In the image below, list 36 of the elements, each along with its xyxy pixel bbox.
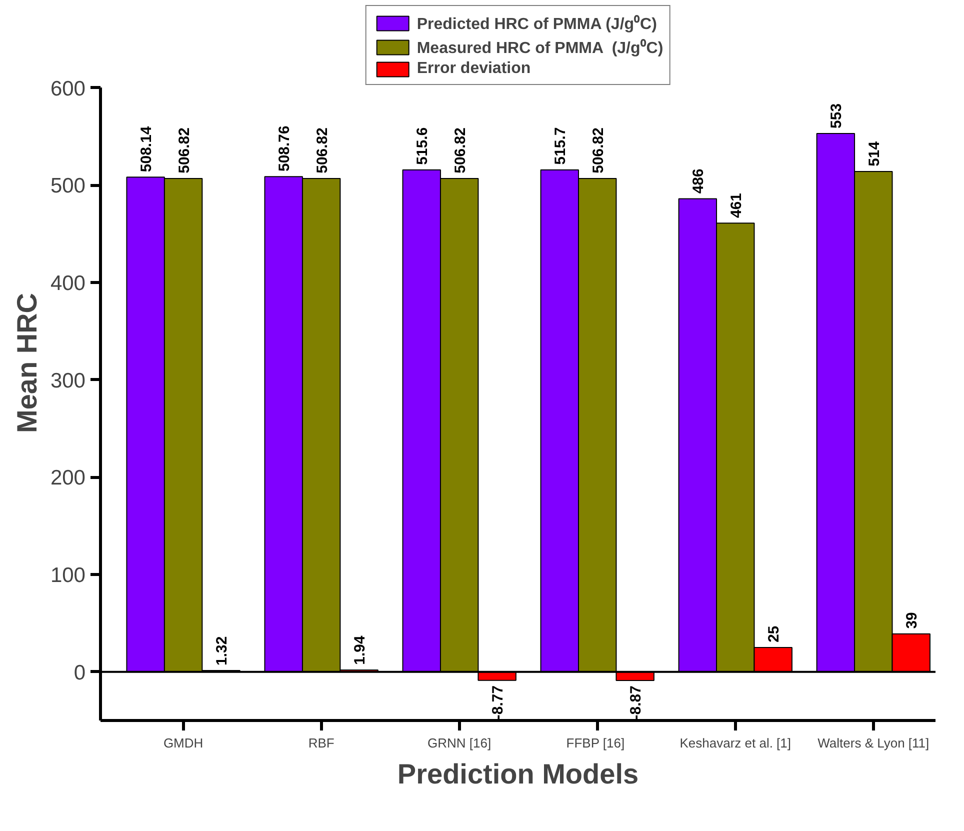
y-tick-label: 100	[50, 564, 86, 587]
data-label: 506.82	[176, 128, 193, 174]
data-label: -8.87	[628, 686, 645, 720]
y-tick-label: 0	[74, 661, 86, 684]
y-tick-label: 200	[50, 466, 86, 490]
x-tick-label: GRNN [16]	[428, 736, 492, 750]
y-axis-title: Mean HRC	[11, 292, 42, 434]
data-label: 553	[828, 103, 846, 128]
y-tick-label: 300	[50, 369, 86, 392]
data-label: 506.82	[314, 128, 331, 174]
x-tick-label: Walters & Lyon [11]	[818, 736, 930, 750]
legend-label: Predicted HRC of PMMA (J/g⁰C)	[416, 14, 657, 34]
x-tick-label: GMDH	[163, 736, 204, 750]
data-label: 508.76	[276, 126, 294, 172]
x-axis-title: Prediction Models	[397, 758, 639, 790]
legend-label: Measured HRC of PMMA (J/g⁰C)	[416, 38, 664, 58]
data-label: 514	[866, 140, 883, 166]
x-tick-label: Keshavarz et al. [1]	[680, 736, 792, 750]
data-label: 506.82	[452, 128, 469, 174]
x-tick-label: FFBP [16]	[566, 736, 625, 750]
y-tick-label: 500	[50, 174, 86, 198]
data-label: 461	[728, 192, 745, 218]
data-label: 515.7	[552, 127, 570, 165]
data-label: -8.77	[490, 685, 507, 720]
data-label: 486	[690, 168, 708, 194]
data-label: 1.32	[214, 636, 231, 666]
data-label: 508.14	[138, 126, 156, 172]
data-label: 39	[904, 612, 921, 629]
data-label: 1.94	[352, 635, 369, 665]
y-tick-label: 400	[50, 272, 86, 295]
data-label: 25	[766, 626, 783, 642]
data-label: 515.6	[414, 127, 432, 165]
data-label: 506.82	[590, 128, 607, 174]
legend-label: Error deviation	[416, 60, 531, 78]
y-tick-label: 600	[50, 77, 86, 100]
x-tick-label: RBF	[308, 736, 334, 750]
